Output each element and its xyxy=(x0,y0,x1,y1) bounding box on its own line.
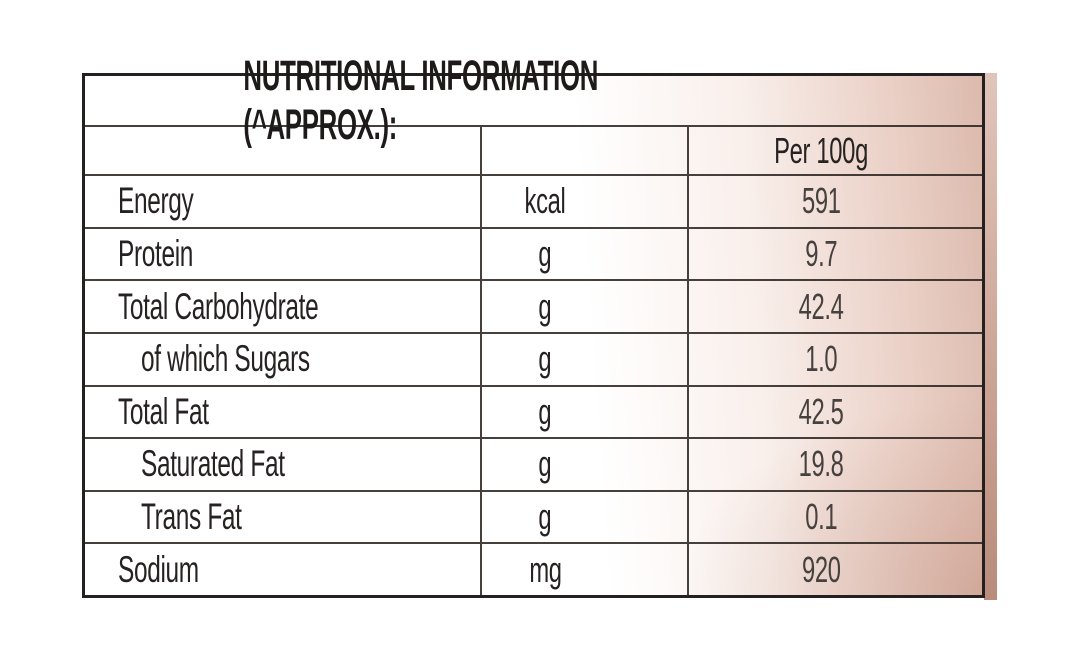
unit-label: g xyxy=(538,285,552,327)
value-text: 19.8 xyxy=(798,443,844,485)
value-cell: 9.7 xyxy=(689,229,982,280)
nutrient-cell: Total Fat xyxy=(85,387,480,438)
value-text: 42.5 xyxy=(798,390,844,432)
nutrient-cell: Protein xyxy=(85,229,480,280)
unit-label: g xyxy=(538,390,552,432)
table-row-saturated-fat: Saturated Fat g 19.8 xyxy=(85,437,982,490)
table-row-sodium: Sodium mg 920 xyxy=(85,542,982,595)
package-fold-shadow xyxy=(984,73,997,600)
table-row-total-fat: Total Fat g 42.5 xyxy=(85,384,982,438)
unit-cell: kcal xyxy=(479,176,689,227)
unit-cell: g xyxy=(479,333,689,385)
nutrient-label: Sodium xyxy=(118,548,199,590)
unit-cell: mg xyxy=(479,544,689,595)
nutrient-cell: Sodium xyxy=(85,544,480,595)
value-text: 1.0 xyxy=(805,338,838,380)
unit-cell: g xyxy=(479,439,689,490)
value-cell: 591 xyxy=(689,176,982,227)
per-100g-label: Per 100g xyxy=(774,129,869,171)
nutrient-label: of which Sugars xyxy=(141,338,310,380)
table-row-energy: Energy kcal 591 xyxy=(85,174,982,227)
value-text: 920 xyxy=(802,548,841,590)
unit-label: kcal xyxy=(524,180,566,222)
table-row-of-which-sugars: of which Sugars g 1.0 xyxy=(85,331,982,385)
table-row-total-carbohydrate: Total Carbohydrate g 42.4 xyxy=(85,279,982,332)
unit-cell: g xyxy=(479,386,689,438)
nutrient-cell: Saturated Fat xyxy=(85,439,480,490)
value-cell: 920 xyxy=(689,544,982,595)
header-unit-cell xyxy=(479,127,689,174)
value-text: 42.4 xyxy=(798,285,844,327)
header-per100g-cell: Per 100g xyxy=(689,127,982,174)
nutrient-cell: Total Carbohydrate xyxy=(85,281,480,332)
value-cell: 42.5 xyxy=(689,387,982,438)
value-text: 9.7 xyxy=(805,232,838,274)
nutrient-cell: Trans Fat xyxy=(85,492,480,543)
unit-cell: g xyxy=(479,281,689,332)
unit-label: mg xyxy=(528,548,562,590)
nutrient-label: Total Fat xyxy=(118,390,209,432)
unit-label: g xyxy=(538,232,552,274)
nutrient-cell: of which Sugars xyxy=(85,334,480,385)
nutrient-label: Total Carbohydrate xyxy=(118,285,319,327)
nutrient-cell: Energy xyxy=(85,176,480,227)
value-cell: 42.4 xyxy=(689,281,982,332)
value-cell: 0.1 xyxy=(689,492,982,543)
nutrient-label: Protein xyxy=(118,232,194,274)
table-title: NUTRITIONAL INFORMATION (^APPROX.): xyxy=(243,51,599,149)
nutrient-label: Saturated Fat xyxy=(141,443,285,485)
table-title-row: NUTRITIONAL INFORMATION (^APPROX.): xyxy=(85,52,982,149)
unit-cell: g xyxy=(479,228,689,280)
value-cell: 19.8 xyxy=(689,439,982,490)
table-row-protein: Protein g 9.7 xyxy=(85,226,982,280)
unit-label: g xyxy=(538,496,552,538)
value-cell: 1.0 xyxy=(689,334,982,385)
unit-cell: g xyxy=(479,491,689,543)
value-text: 591 xyxy=(802,180,841,222)
nutrient-label: Trans Fat xyxy=(141,496,242,538)
table-row-trans-fat: Trans Fat g 0.1 xyxy=(85,489,982,543)
unit-label: g xyxy=(538,338,552,380)
value-text: 0.1 xyxy=(805,496,838,538)
unit-label: g xyxy=(538,443,552,485)
nutrition-table: NUTRITIONAL INFORMATION (^APPROX.): Per … xyxy=(82,52,985,598)
nutrient-label: Energy xyxy=(118,180,194,222)
table-header-row: Per 100g xyxy=(85,125,982,174)
